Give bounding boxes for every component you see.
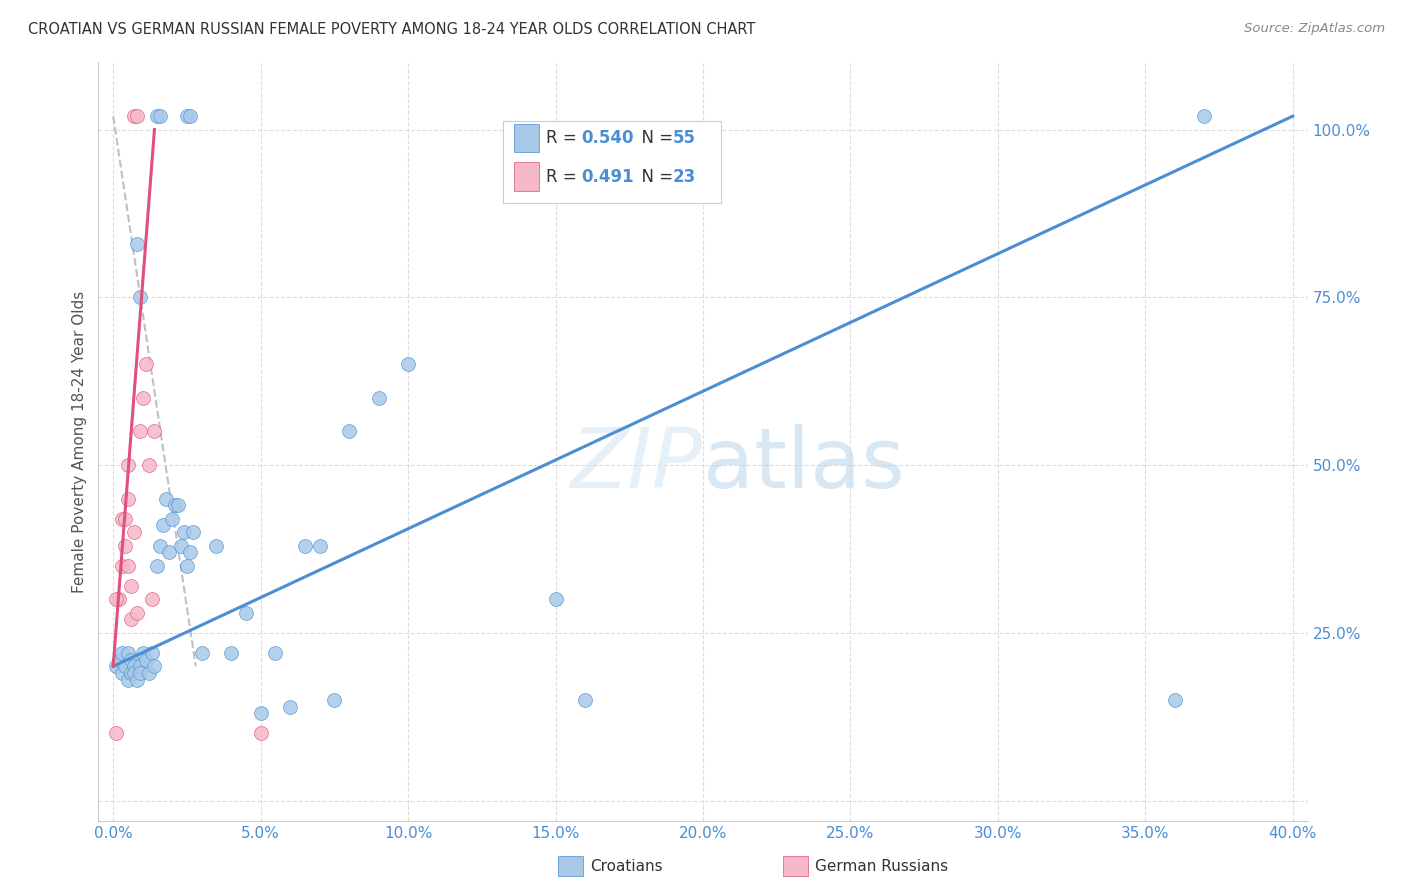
- Point: [128, 659, 150, 673]
- Text: Source: ZipAtlas.com: Source: ZipAtlas.com: [1244, 22, 1385, 36]
- Point: [111, 666, 134, 681]
- Point: [149, 539, 172, 553]
- Text: 0.540: 0.540: [582, 128, 634, 147]
- Point: [141, 646, 163, 660]
- Point: [105, 592, 128, 607]
- Text: German Russians: German Russians: [815, 859, 949, 873]
- Point: [205, 539, 228, 553]
- Text: 55: 55: [673, 128, 696, 147]
- Bar: [515, 162, 540, 191]
- Point: [249, 726, 271, 740]
- Point: [125, 606, 148, 620]
- Point: [219, 646, 242, 660]
- Point: [141, 592, 163, 607]
- Point: [249, 706, 271, 721]
- Point: [120, 612, 142, 626]
- Point: [146, 558, 169, 573]
- Point: [120, 579, 142, 593]
- Point: [396, 357, 419, 371]
- Point: [544, 592, 567, 607]
- Point: [173, 525, 195, 540]
- Point: [125, 673, 148, 687]
- Point: [117, 558, 139, 573]
- Point: [149, 109, 172, 123]
- Point: [181, 525, 204, 540]
- Point: [308, 539, 330, 553]
- Point: [111, 512, 134, 526]
- Point: [278, 699, 301, 714]
- Point: [146, 109, 169, 123]
- Text: R =: R =: [546, 168, 582, 186]
- Text: R =: R =: [546, 128, 582, 147]
- Point: [135, 652, 157, 666]
- Point: [117, 458, 139, 472]
- Point: [131, 646, 153, 660]
- Text: 23: 23: [673, 168, 696, 186]
- Point: [105, 659, 128, 673]
- Point: [120, 666, 142, 681]
- Text: atlas: atlas: [703, 424, 904, 505]
- Point: [125, 109, 148, 123]
- FancyBboxPatch shape: [503, 120, 720, 203]
- Point: [337, 425, 360, 439]
- Point: [128, 666, 150, 681]
- Bar: [558, 856, 583, 876]
- Y-axis label: Female Poverty Among 18-24 Year Olds: Female Poverty Among 18-24 Year Olds: [72, 291, 87, 592]
- Point: [294, 539, 316, 553]
- Point: [1194, 109, 1216, 123]
- Point: [111, 646, 134, 660]
- Point: [138, 666, 160, 681]
- Text: N =: N =: [630, 168, 678, 186]
- Point: [135, 357, 157, 371]
- Point: [574, 693, 596, 707]
- Point: [190, 646, 212, 660]
- Point: [170, 539, 193, 553]
- Point: [179, 109, 201, 123]
- Point: [167, 498, 190, 512]
- Point: [179, 545, 201, 559]
- Point: [152, 518, 174, 533]
- Point: [111, 558, 134, 573]
- Point: [176, 109, 198, 123]
- Point: [1164, 693, 1187, 707]
- Point: [117, 646, 139, 660]
- Point: [138, 458, 160, 472]
- Text: 0.491: 0.491: [582, 168, 634, 186]
- Point: [114, 659, 136, 673]
- Point: [165, 498, 187, 512]
- Point: [157, 545, 180, 559]
- Point: [117, 673, 139, 687]
- Point: [367, 391, 389, 405]
- Point: [122, 525, 145, 540]
- Text: Croatians: Croatians: [591, 859, 664, 873]
- Point: [125, 236, 148, 251]
- Point: [155, 491, 177, 506]
- Point: [131, 391, 153, 405]
- Text: ZIP: ZIP: [571, 424, 703, 505]
- Point: [143, 425, 166, 439]
- Point: [122, 659, 145, 673]
- Point: [105, 726, 128, 740]
- Point: [143, 659, 166, 673]
- Point: [128, 425, 150, 439]
- Bar: [783, 856, 808, 876]
- Point: [122, 109, 145, 123]
- Point: [122, 666, 145, 681]
- Point: [160, 512, 183, 526]
- Point: [108, 652, 131, 666]
- Point: [114, 512, 136, 526]
- Text: CROATIAN VS GERMAN RUSSIAN FEMALE POVERTY AMONG 18-24 YEAR OLDS CORRELATION CHAR: CROATIAN VS GERMAN RUSSIAN FEMALE POVERT…: [28, 22, 755, 37]
- Point: [264, 646, 287, 660]
- Bar: [515, 124, 540, 153]
- Text: N =: N =: [630, 128, 678, 147]
- Point: [176, 558, 198, 573]
- Point: [323, 693, 346, 707]
- Point: [117, 491, 139, 506]
- Point: [120, 652, 142, 666]
- Point: [128, 290, 150, 304]
- Point: [108, 592, 131, 607]
- Point: [235, 606, 257, 620]
- Point: [114, 539, 136, 553]
